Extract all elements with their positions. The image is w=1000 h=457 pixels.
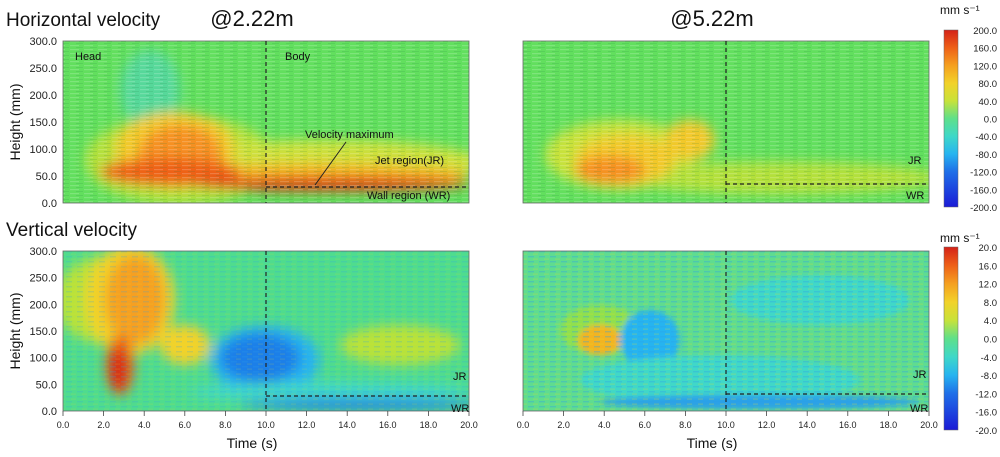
section-title-horizontal: Horizontal velocity: [6, 10, 161, 31]
body-label: Body: [285, 51, 311, 63]
colorbar-tick-label: 200.0: [973, 26, 997, 37]
colorbar-tick-label: -20.0: [975, 426, 997, 437]
colorbar-tick-label: -80.0: [975, 150, 997, 161]
wr-label-top-right: WR: [906, 190, 924, 202]
colorbar-tick-label: 0.0: [984, 335, 997, 346]
velocity-max-pointer: [314, 141, 347, 186]
ytick-label: 250.0: [29, 273, 57, 285]
colorbar-tick-label: 4.0: [984, 316, 997, 327]
ytick-label: 150.0: [29, 117, 57, 129]
wr-label-bottom-right: WR: [910, 403, 928, 415]
ytick-label: 150.0: [29, 326, 57, 338]
colorbar-top: [943, 29, 959, 208]
colorbar-tick-label: -120.0: [970, 168, 997, 179]
xtick-label: 20.0: [920, 420, 938, 430]
colorbar-tick-label: 12.0: [979, 280, 998, 291]
ytick-label: 200.0: [29, 90, 57, 102]
colorbar-tick-label: 8.0: [984, 298, 997, 309]
heatmap-horizontal-2m: [63, 41, 469, 203]
colorbar-tick-label: 0.0: [984, 115, 997, 126]
colorbar-tick-label: -12.0: [975, 389, 997, 400]
colorbar-tick-label: -160.0: [970, 185, 997, 196]
xtick-label: 4.0: [598, 420, 611, 430]
colorbar-unit-top: mm s⁻¹: [940, 3, 980, 17]
xtick-label: 18.0: [420, 420, 438, 430]
xtick-label: 0.0: [57, 420, 70, 430]
xtick-label: 12.0: [298, 420, 316, 430]
wr-label-bottom-left: WR: [451, 403, 469, 415]
jr-label-top-right: JR: [908, 155, 922, 167]
colorbar-tick-label: 80.0: [979, 79, 998, 90]
xtick-label: 12.0: [758, 420, 776, 430]
ylabel-bottom: Height (mm): [7, 292, 23, 369]
velocity-max-label: Velocity maximum: [305, 129, 394, 141]
location-title-right: @5.22m: [670, 6, 753, 31]
boundary-lines: [265, 41, 929, 411]
jr-label-bottom-left: JR: [453, 371, 467, 383]
xtick-label: 10.0: [257, 420, 275, 430]
colorbar-tick-label: -200.0: [970, 203, 997, 214]
location-title-left: @2.22m: [210, 6, 293, 31]
xtick-label: 4.0: [138, 420, 151, 430]
ytick-label: 0.0: [42, 198, 57, 210]
xtick-label: 8.0: [679, 420, 692, 430]
wall-region-label: Wall region (WR): [367, 190, 450, 202]
ytick-label: 300.0: [29, 36, 57, 48]
colorbar-tick-label: 40.0: [979, 97, 998, 108]
colorbar-tick-label: -40.0: [975, 132, 997, 143]
xlabel-right: Time (s): [687, 435, 738, 451]
colorbar-tick-label: 160.0: [973, 44, 997, 55]
ytick-label: 50.0: [36, 171, 57, 183]
xtick-label: 6.0: [179, 420, 192, 430]
colorbar-tick-label: 120.0: [973, 61, 997, 72]
xtick-label: 0.0: [517, 420, 530, 430]
jet-region-label: Jet region(JR): [375, 155, 444, 167]
ytick-label: 300.0: [29, 246, 57, 258]
head-label: Head: [75, 51, 101, 63]
colorbar-tick-label: 20.0: [979, 243, 998, 254]
xtick-label: 10.0: [717, 420, 735, 430]
ytick-label: 0.0: [42, 406, 57, 418]
xtick-label: 8.0: [219, 420, 232, 430]
ytick-label: 100.0: [29, 353, 57, 365]
ytick-label: 100.0: [29, 144, 57, 156]
xtick-label: 16.0: [379, 420, 397, 430]
ytick-label: 250.0: [29, 63, 57, 75]
xtick-label: 14.0: [798, 420, 816, 430]
ylabel-top: Height (mm): [7, 83, 23, 160]
ytick-label: 200.0: [29, 299, 57, 311]
jr-label-bottom-right: JR: [913, 369, 927, 381]
xlabel-left: Time (s): [227, 435, 278, 451]
xtick-label: 14.0: [338, 420, 356, 430]
section-title-vertical: Vertical velocity: [6, 220, 137, 241]
colorbar-unit-bottom: mm s⁻¹: [940, 231, 980, 245]
heatmap-horizontal-5m: [523, 41, 929, 203]
colorbar-bottom: [943, 246, 959, 431]
xtick-label: 2.0: [97, 420, 110, 430]
xtick-label: 2.0: [557, 420, 570, 430]
colorbar-tick-label: -4.0: [981, 353, 997, 364]
xtick-label: 18.0: [880, 420, 898, 430]
colorbar-tick-label: -8.0: [981, 371, 997, 382]
xtick-label: 20.0: [460, 420, 478, 430]
colorbar-tick-label: 16.0: [979, 261, 998, 272]
xtick-label: 16.0: [839, 420, 857, 430]
heatmap-vertical-2m: [63, 251, 469, 411]
xtick-label: 6.0: [639, 420, 652, 430]
ytick-label: 50.0: [36, 379, 57, 391]
colorbar-tick-label: -16.0: [975, 408, 997, 419]
